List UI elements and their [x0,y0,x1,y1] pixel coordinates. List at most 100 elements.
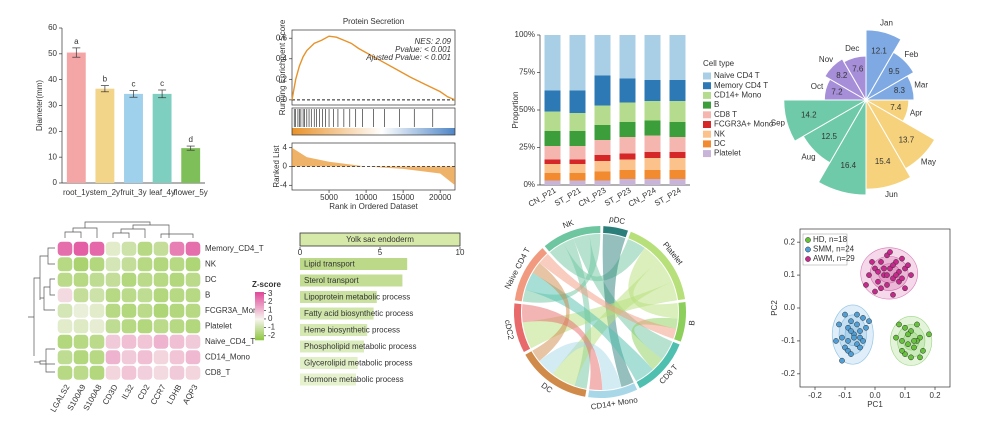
title-box [299,232,461,247]
bar-segment [569,180,586,185]
heatmap-cell [57,319,73,334]
chord-link [539,341,622,390]
category-label: May [921,158,936,167]
row-label: Platelet [205,321,232,330]
category-label: Oct [811,82,824,91]
heatmap-cell [57,272,73,287]
bar [181,148,201,183]
heatmap-cell [57,257,73,272]
point [905,262,911,269]
legend-marker [805,256,811,262]
point [914,321,920,328]
bar-label: Lipid transport [304,260,355,269]
column-label: LDHB [165,383,183,406]
colorbar-step [255,304,264,307]
colorbar-step [255,328,264,331]
bar-segment [644,120,661,136]
heatmap-cell [153,288,169,303]
bar [300,291,377,303]
x-tick-label: 20000 [429,193,452,202]
colorbar-step [255,332,264,335]
colorbar-step [255,330,264,333]
y2-tick-label: -4 [280,180,288,189]
heatmap-cell [153,272,169,287]
x-tick-label: CN_P24 [627,185,658,208]
bar-segment [619,170,636,179]
y-axis-label: Diameter(mm) [35,80,44,131]
y-tick-label: 0.6 [276,33,288,42]
category-label: Jun [885,190,898,199]
bar-segment [669,158,686,170]
colorbar-tick-label: 2 [268,297,273,306]
row-label: NK [205,259,217,268]
bar-segment [544,173,561,181]
bar-segment [594,171,611,181]
bar-segment [669,101,686,122]
significance-letter: c [132,80,136,89]
point [866,318,872,325]
heatmap-cell [185,257,201,272]
value-label: 12.1 [871,46,887,55]
x-tick-label: leaf_4y [149,188,175,197]
y-tick-label: -0.1 [781,336,795,345]
heatmap-cell [105,288,121,303]
wedge [865,29,902,102]
heatmap-cell [137,319,153,334]
heatmap-cell [153,365,169,380]
heatmap-cell [121,319,137,334]
annotation: Pvalue: < 0.001 [395,45,451,54]
bar-segment [669,80,686,101]
legend-title: Z-score [252,280,281,289]
heatmap-cell [105,334,121,349]
bar-label: Phospholipid metabolic process [304,342,417,351]
column-label: CD2 [136,383,152,402]
heatmap-cell [73,272,89,287]
heatmap-cell [73,241,89,256]
x-tick-label: 0.1 [899,391,911,400]
colorbar-step [255,306,264,309]
point [866,272,872,278]
point [863,282,869,288]
bar-segment [644,158,661,170]
bar-segment [594,180,611,185]
legend-label: AWM, n=29 [813,254,855,263]
y-tick-label: 25% [519,143,535,152]
y-tick-label: 75% [519,68,535,77]
heatmap-cell [169,319,185,334]
wedge [783,99,868,142]
x-tick-label: ST_P24 [653,185,683,208]
heatmap-cell [153,257,169,272]
bar [300,373,356,386]
bar-segment [544,131,561,146]
heatmap-cell [121,272,137,287]
heatmap-cell [73,288,89,303]
point [911,338,917,344]
heatmap-cell [169,257,185,272]
legend-title: Cell type [703,59,735,68]
chord-sector [514,248,548,302]
heatmap-cell [89,334,105,349]
row-label: FCGR3A_Mono [205,306,262,315]
x-tick-label: 10 [456,248,465,257]
bar-segment [594,161,611,172]
chord-link [549,239,645,282]
x-tick-label: 5000 [320,193,338,202]
heatmap-cell [89,257,105,272]
significance-letter: b [103,75,108,84]
colorbar-tick-label: 1 [268,306,273,315]
bar-segment [644,101,661,121]
point [920,347,926,354]
legend-label: HD, n=18 [813,235,848,244]
y-tick-label: 0.1 [784,270,796,279]
y-axis-label: PC2 [770,300,779,316]
point [854,321,860,328]
column-label: AQP3 [181,383,200,406]
bar-segment [569,164,586,173]
plot-frame [291,29,456,106]
value-label: 7.6 [852,64,864,73]
bar-segment [544,180,561,185]
colorbar-step [255,308,264,311]
colorbar-step [255,336,264,339]
heatmap-cell [73,303,89,318]
point [917,354,923,361]
